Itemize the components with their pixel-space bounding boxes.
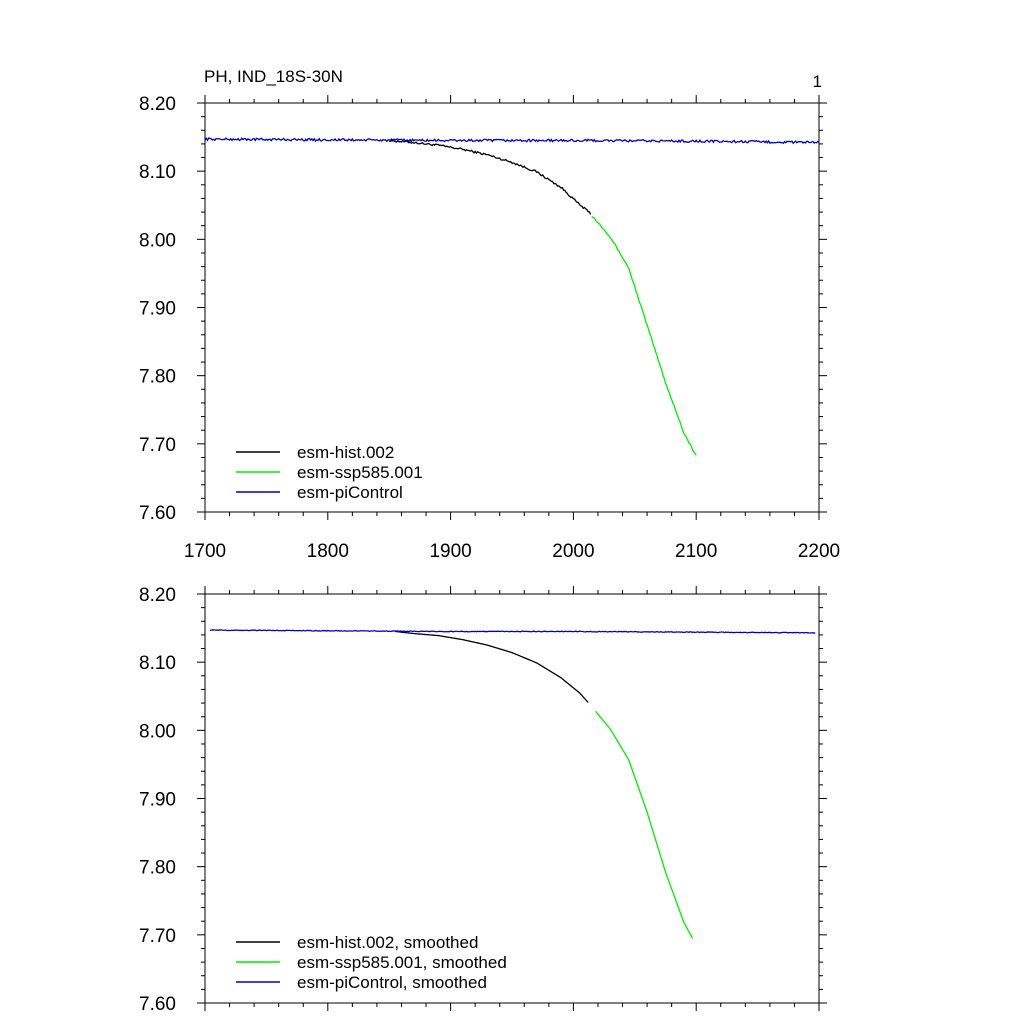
x-tick-label: 2000 — [552, 541, 594, 562]
y-tick-label: 8.20 — [139, 585, 176, 606]
series-line — [209, 629, 816, 634]
legend-label: esm-ssp585.001 — [297, 463, 423, 482]
y-tick-label: 8.00 — [139, 721, 176, 742]
x-tick-label: 2200 — [798, 541, 840, 562]
y-tick-label: 7.60 — [139, 994, 176, 1015]
x-tick-label: 1900 — [429, 541, 471, 562]
legend-label: esm-piControl — [297, 483, 403, 502]
y-tick-label: 7.70 — [139, 435, 176, 456]
y-tick-label: 8.20 — [139, 94, 176, 115]
y-tick-label: 7.90 — [139, 299, 176, 320]
y-tick-label: 7.80 — [139, 367, 176, 388]
page-number: 1 — [813, 72, 822, 91]
y-tick-label: 8.10 — [139, 653, 176, 674]
x-tick-label: 2100 — [675, 541, 717, 562]
legend-label: esm-ssp585.001, smoothed — [297, 953, 507, 972]
series-line — [395, 630, 589, 703]
legend-label: esm-hist.002 — [297, 443, 394, 462]
y-tick-label: 7.80 — [139, 858, 176, 879]
legend-label: esm-piControl, smoothed — [297, 973, 487, 992]
x-tick-label: 1700 — [184, 541, 226, 562]
series-line — [595, 710, 694, 939]
top-panel: 7.60 7.70 7.80 7.90 8.00 8.10 8.20 1700 1800 1900… — [139, 94, 840, 562]
chart-title: PH, IND_18S-30N — [204, 67, 343, 86]
series-line — [388, 138, 592, 215]
y-tick-label: 8.10 — [139, 162, 176, 183]
y-tick-label: 7.60 — [139, 503, 176, 524]
y-tick-label: 7.90 — [139, 790, 176, 811]
y-tick-label: 7.70 — [139, 926, 176, 947]
legend-label: esm-hist.002, smoothed — [297, 933, 478, 952]
y-tick-label: 8.00 — [139, 230, 176, 251]
bottom-panel: 7.60 7.70 7.80 7.90 8.00 8.10 8.20 esm-hist.002… — [139, 585, 827, 1015]
x-tick-label: 1800 — [307, 541, 349, 562]
series-line — [204, 137, 820, 145]
series-line — [591, 216, 697, 456]
